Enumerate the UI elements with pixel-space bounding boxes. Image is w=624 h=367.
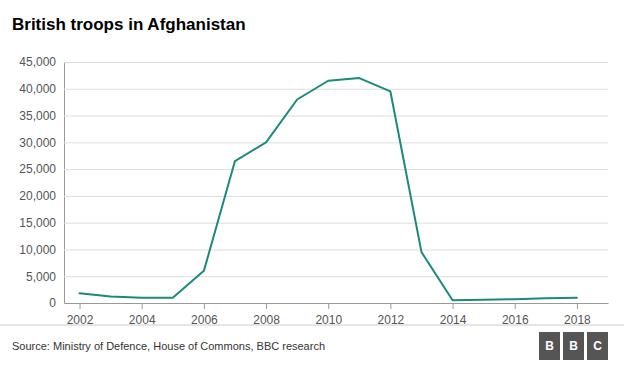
marks: [80, 78, 577, 300]
tick-mark: [515, 303, 516, 309]
x-tick: 2016: [502, 303, 529, 327]
footer-separator: [0, 325, 624, 326]
x-tick: 2018: [564, 303, 591, 327]
plot: 0 5,000 10,000 15,000 20,000 25,000 30,000 35,0…: [19, 55, 608, 326]
y-tick: 10,000: [19, 243, 608, 257]
x-tick: 2010: [315, 303, 342, 327]
tick-mark: [142, 303, 143, 309]
grid-line: [64, 249, 608, 250]
y-tick: 35,000: [19, 109, 608, 123]
x-tick-label: 2002: [67, 313, 94, 327]
y-tick-label: 35,000: [19, 109, 56, 123]
logo-text: BBC: [545, 339, 602, 353]
y-tick: 25,000: [19, 162, 608, 176]
y-tick-label: 25,000: [19, 162, 56, 176]
y-tick-label: 45,000: [19, 55, 56, 69]
y-tick: 15,000: [19, 216, 608, 230]
logo-box: [587, 332, 608, 360]
x-tick-label: 2016: [502, 313, 529, 327]
logo-box: [563, 332, 584, 360]
tick-mark: [266, 303, 267, 309]
x-tick: 2004: [129, 303, 156, 327]
x-tick: 2014: [440, 303, 467, 327]
grid-line: [64, 303, 608, 304]
tick-mark: [80, 303, 81, 309]
x-tick-label: 2004: [129, 313, 156, 327]
y-tick-label: 15,000: [19, 216, 56, 230]
grid-line: [64, 276, 608, 277]
grid-line: [64, 62, 608, 63]
x-tick-label: 2012: [378, 313, 405, 327]
y-tick: 30,000: [19, 136, 608, 150]
y-tick-label: 40,000: [19, 82, 56, 96]
line: [80, 78, 577, 300]
x-axis-line: [65, 303, 609, 304]
x-tick: 2008: [253, 303, 280, 327]
y-tick: 45,000: [19, 55, 608, 69]
x-tick-label: 2008: [253, 313, 280, 327]
y-axis: 0 5,000 10,000 15,000 20,000 25,000 30,000 35,0…: [19, 55, 608, 310]
x-tick: 2006: [191, 303, 218, 327]
grid-line: [64, 169, 608, 170]
x-tick-label: 2014: [440, 313, 467, 327]
tick-mark: [328, 303, 329, 309]
y-tick: 20,000: [19, 189, 608, 203]
y-tick-label: 10,000: [19, 243, 56, 257]
y-tick-label: 30,000: [19, 136, 56, 150]
y-tick-label: 20,000: [19, 189, 56, 203]
source-note: Source: Ministry of Defence, House of Co…: [12, 340, 325, 352]
tick-mark: [390, 303, 391, 309]
tick-mark: [204, 303, 205, 309]
title: British troops in Afghanistan: [12, 15, 246, 34]
x-tick: 2012: [378, 303, 405, 327]
y-tick: 5,000: [26, 270, 608, 284]
x-tick-label: 2010: [315, 313, 342, 327]
tick-mark: [453, 303, 454, 309]
grid-line: [64, 116, 608, 117]
y-axis-line: [64, 63, 65, 304]
tick-mark: [577, 303, 578, 309]
logo-box: [539, 332, 560, 360]
x-tick-label: 2006: [191, 313, 218, 327]
grid-line: [64, 196, 608, 197]
grid-line: [64, 223, 608, 224]
x-tick: 2002: [67, 303, 94, 327]
logo: BBC: [539, 332, 608, 360]
y-tick-label: 5,000: [26, 270, 56, 284]
grid-line: [64, 142, 608, 143]
x-tick-label: 2018: [564, 313, 591, 327]
x-axis: 2002 2004 2006 2008 2010 2012 2014 2016 2018: [65, 303, 609, 327]
y-tick-label: 0: [49, 296, 56, 310]
chart: British troops in Afghanistan 0 5,000 10,00…: [0, 0, 624, 367]
grid-line: [64, 89, 608, 90]
